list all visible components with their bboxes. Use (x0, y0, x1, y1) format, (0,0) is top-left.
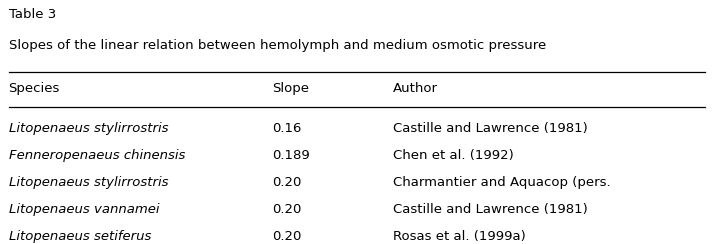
Text: Chen et al. (1992): Chen et al. (1992) (393, 149, 513, 162)
Text: Litopenaeus setiferus: Litopenaeus setiferus (9, 230, 151, 243)
Text: Castille and Lawrence (1981): Castille and Lawrence (1981) (393, 122, 588, 135)
Text: Fenneropenaeus chinensis: Fenneropenaeus chinensis (9, 149, 185, 162)
Text: Rosas et al. (1999a): Rosas et al. (1999a) (393, 230, 526, 243)
Text: 0.20: 0.20 (271, 176, 301, 189)
Text: 0.16: 0.16 (271, 122, 301, 135)
Text: Species: Species (9, 82, 60, 95)
Text: 0.20: 0.20 (271, 230, 301, 243)
Text: 0.189: 0.189 (271, 149, 309, 162)
Text: Charmantier and Aquacop (pers.: Charmantier and Aquacop (pers. (393, 176, 610, 189)
Text: Slopes of the linear relation between hemolymph and medium osmotic pressure: Slopes of the linear relation between he… (9, 39, 545, 52)
Text: Table 3: Table 3 (9, 9, 56, 21)
Text: Litopenaeus vannamei: Litopenaeus vannamei (9, 203, 159, 216)
Text: Litopenaeus stylirrostris: Litopenaeus stylirrostris (9, 122, 168, 135)
Text: 0.20: 0.20 (271, 203, 301, 216)
Text: Litopenaeus stylirrostris: Litopenaeus stylirrostris (9, 176, 168, 189)
Text: Slope: Slope (271, 82, 308, 95)
Text: Author: Author (393, 82, 438, 95)
Text: Castille and Lawrence (1981): Castille and Lawrence (1981) (393, 203, 588, 216)
